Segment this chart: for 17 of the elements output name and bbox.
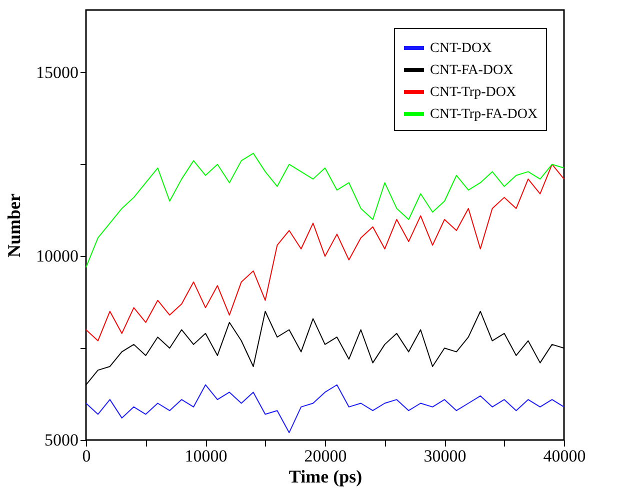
y-axis-title: Number — [4, 193, 24, 258]
line-series — [86, 164, 564, 342]
x-tick-label: 40000 — [543, 446, 586, 466]
y-tick-label: 15000 — [36, 62, 78, 82]
line-series — [86, 384, 564, 434]
legend-label: CNT-Trp-DOX — [430, 85, 516, 100]
x-axis-title: Time (ps) — [288, 466, 362, 486]
y-tick-label: 10000 — [36, 246, 78, 266]
y-tick-label: 5000 — [44, 430, 78, 450]
x-tick-label: 0 — [82, 446, 91, 466]
x-tick-label: 30000 — [424, 446, 466, 466]
line-series — [86, 152, 564, 268]
legend-label: CNT-DOX — [430, 41, 492, 56]
x-tick-label: 20000 — [304, 446, 347, 466]
x-tick-label: 10000 — [184, 446, 228, 466]
legend-label: CNT-Trp-FA-DOX — [430, 107, 538, 122]
legend-label: CNT-FA-DOX — [430, 63, 514, 78]
